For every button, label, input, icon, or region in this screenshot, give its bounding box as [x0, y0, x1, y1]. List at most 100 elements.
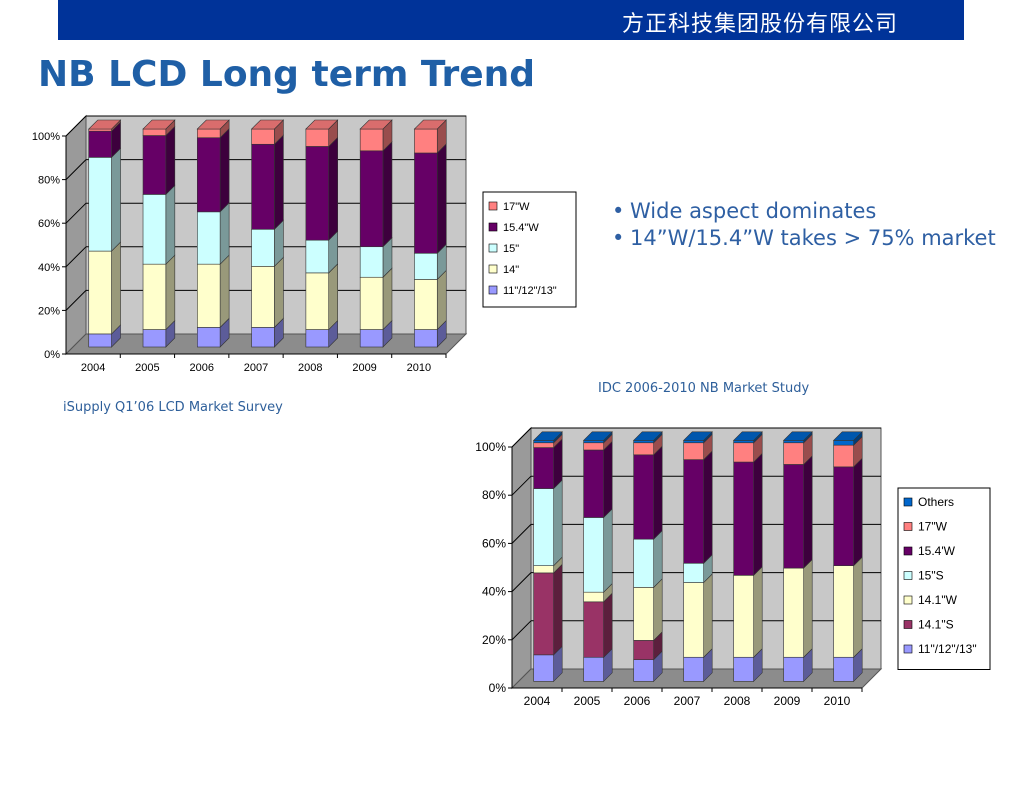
bar-top: [582, 431, 613, 441]
y-tick-label: 80%: [38, 175, 60, 187]
bar-top: [413, 119, 447, 130]
bar-top: [305, 119, 339, 130]
bar-segment: [833, 466, 854, 566]
bar-segment-side: [436, 143, 447, 254]
bar-segment: [583, 591, 604, 603]
bar-top: [250, 119, 285, 130]
gridline-side: [65, 159, 87, 180]
bar-segment: [359, 276, 384, 330]
bar-segment: [533, 440, 554, 444]
bar-segment: [683, 459, 704, 564]
bar-segment: [142, 263, 167, 330]
bar-segment-side: [382, 141, 393, 248]
legend-label: 17"W: [918, 520, 948, 534]
bar-segment: [633, 538, 654, 588]
y-tick-label: 0%: [489, 681, 507, 695]
bar-segment: [683, 582, 704, 658]
legend-label: 14.1"W: [918, 593, 958, 607]
bar-top: [682, 431, 713, 441]
x-tick-label: 2008: [724, 694, 751, 708]
bar-segment: [197, 137, 221, 213]
bar-top: [632, 431, 663, 441]
bar-segment-side: [653, 578, 663, 642]
legend-swatch: [903, 497, 913, 507]
bar-segment: [833, 440, 854, 446]
bar-top: [832, 431, 863, 441]
bar-segment: [359, 128, 384, 152]
bar-segment: [142, 135, 167, 195]
bar-segment: [305, 146, 329, 241]
y-tick-label: 20%: [482, 633, 506, 647]
bar-segment-side: [853, 457, 863, 567]
bar-top: [782, 431, 813, 441]
y-tick-label: 80%: [482, 488, 506, 502]
legend-swatch: [488, 201, 498, 211]
bar-segment: [633, 442, 654, 456]
bar-top: [142, 119, 176, 130]
bar-segment: [833, 565, 854, 658]
legend-swatch: [903, 546, 913, 556]
x-tick-label: 2009: [352, 362, 376, 374]
y-tick-label: 40%: [482, 585, 506, 599]
bar-segment-side: [328, 263, 338, 331]
bar-segment-side: [553, 563, 563, 656]
bar-segment: [583, 656, 604, 682]
bar-segment-side: [219, 127, 230, 213]
legend-label: 15.4'W: [918, 544, 956, 558]
bar-segment: [783, 442, 804, 465]
bar-segment: [583, 440, 604, 444]
legend-swatch: [488, 243, 498, 253]
bar-segment: [251, 143, 275, 230]
x-tick-label: 2006: [189, 362, 213, 374]
bar-segment: [251, 266, 275, 328]
gridline-side: [65, 115, 87, 137]
x-tick-label: 2010: [824, 694, 851, 708]
bar-segment-side: [603, 440, 613, 519]
bar-segment: [197, 327, 221, 348]
legend-label: 15.4"W: [503, 222, 539, 234]
bar-segment: [305, 329, 329, 348]
x-tick-label: 2008: [298, 362, 322, 374]
bar-segment-side: [603, 592, 613, 658]
legend-label: 15"S: [918, 569, 944, 583]
bar-segment-side: [219, 254, 230, 329]
bar-segment: [583, 517, 604, 593]
chart1-source-caption: iSupply Q1’06 LCD Market Survey: [63, 400, 283, 415]
x-tick-label: 2007: [244, 362, 268, 374]
bar-segment: [533, 488, 554, 566]
bullet-item: 14”W/15.4”W takes > 75% market: [612, 225, 996, 252]
bar-segment-side: [553, 479, 563, 567]
bar-segment: [359, 150, 384, 248]
plot-side-wall: [511, 426, 532, 690]
bar-segment: [305, 272, 329, 330]
y-tick-label: 100%: [475, 440, 506, 454]
bar-segment-side: [436, 269, 447, 331]
legend-label: Others: [918, 495, 954, 509]
bar-segment: [633, 440, 654, 444]
bar-segment: [88, 130, 112, 158]
bar-segment-side: [653, 445, 663, 540]
bar-segment-side: [274, 134, 284, 231]
legend-label: 11"/12"/13": [503, 285, 557, 297]
legend-box: [897, 487, 991, 670]
bar-segment-side: [274, 256, 284, 329]
legend-swatch: [903, 522, 913, 531]
bar-segment: [359, 246, 384, 278]
bar-segment: [633, 587, 654, 641]
bar-segment: [197, 211, 221, 265]
bar-segment: [197, 128, 221, 139]
bar-segment: [783, 464, 804, 569]
bar-segment-side: [753, 566, 763, 658]
company-name: 方正科技集团股份有限公司: [621, 12, 898, 37]
legend-swatch: [903, 620, 913, 629]
bar-segment-side: [219, 202, 230, 265]
bar-segment-side: [803, 558, 813, 658]
bar-segment-side: [803, 455, 813, 569]
gridline-side: [511, 572, 532, 592]
bar-segment: [733, 442, 754, 463]
bar-segment: [583, 442, 604, 451]
bar-segment-side: [603, 508, 613, 593]
bar-segment-side: [653, 529, 663, 589]
gridline-side: [65, 246, 87, 268]
gridline-side: [511, 620, 532, 641]
